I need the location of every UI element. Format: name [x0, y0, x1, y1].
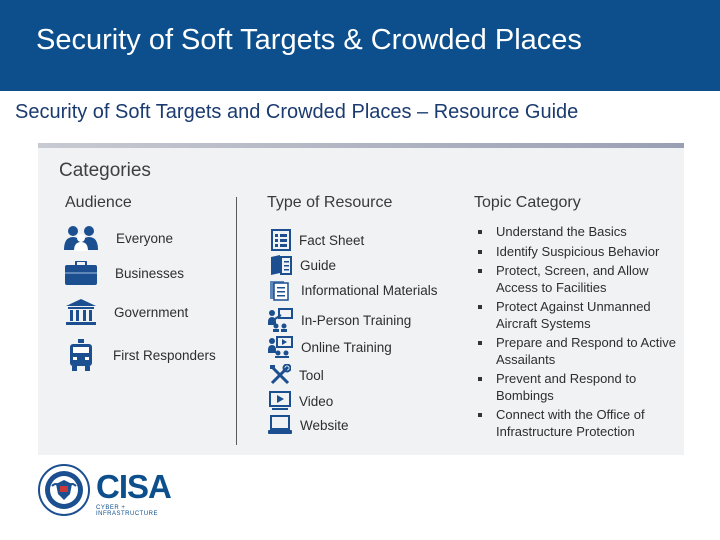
slide-subtitle: Security of Soft Targets and Crowded Pla…	[15, 101, 579, 123]
documents-icon	[270, 281, 289, 301]
categories-card: Categories Audience Everyone Businesses	[38, 143, 684, 455]
topic-item: Prepare and Respond to Active Assailants	[474, 335, 679, 368]
topic-item: Prevent and Respond to Bombings	[474, 371, 679, 404]
resource-item-video: Video	[269, 391, 333, 411]
card-top-rule	[38, 143, 684, 148]
cisa-logo: CISA	[96, 468, 172, 505]
topic-header: Topic Category	[474, 194, 581, 211]
footer-logos: CISA CYBER + INFRASTRUCTURE	[38, 464, 178, 518]
resource-label: Website	[300, 417, 349, 433]
audience-label: First Responders	[113, 347, 216, 363]
resource-item-in-person-training: In-Person Training	[267, 308, 411, 332]
cisa-tagline: CYBER + INFRASTRUCTURE	[96, 505, 158, 517]
firetruck-icon	[70, 339, 92, 371]
online-training-icon	[268, 336, 293, 358]
video-icon	[269, 391, 291, 410]
topic-item: Protect Against Unmanned Aircraft System…	[474, 299, 679, 332]
topic-item: Understand the Basics	[474, 224, 679, 241]
laptop-icon	[268, 415, 292, 434]
resource-item-fact-sheet: Fact Sheet	[271, 229, 364, 251]
people-icon	[64, 226, 98, 251]
categories-heading: Categories	[59, 160, 151, 181]
resource-label: Fact Sheet	[299, 232, 365, 248]
capitol-building-icon	[66, 299, 96, 325]
audience-label: Businesses	[115, 265, 185, 281]
topic-item: Connect with the Office of Infrastructur…	[474, 407, 679, 440]
title-bar: Security of Soft Targets & Crowded Place…	[0, 0, 720, 91]
resource-header: Type of Resource	[267, 194, 393, 211]
audience-label: Everyone	[116, 230, 174, 246]
audience-item-businesses: Businesses	[65, 261, 184, 285]
audience-item-government: Government	[66, 299, 188, 325]
topic-list: Understand the Basics Identify Suspiciou…	[474, 224, 679, 443]
fact-sheet-icon	[271, 229, 291, 251]
audience-item-first-responders: First Responders	[69, 339, 216, 371]
resource-label: In-Person Training	[301, 312, 412, 328]
resource-item-guide: Guide	[270, 255, 336, 275]
tools-icon	[270, 364, 291, 385]
resource-item-online-training: Online Training	[267, 336, 392, 358]
resource-item-tool: Tool	[269, 364, 324, 386]
column-divider	[236, 197, 237, 445]
resource-label: Tool	[299, 367, 324, 383]
briefcase-icon	[65, 261, 97, 285]
audience-label: Government	[114, 304, 189, 320]
audience-item-everyone: Everyone	[64, 225, 173, 251]
resource-label: Informational Materials	[301, 283, 438, 298]
resource-label: Online Training	[301, 339, 392, 355]
topic-item: Protect, Screen, and Allow Access to Fac…	[474, 263, 679, 296]
guide-book-icon	[271, 255, 292, 275]
classroom-icon	[268, 308, 293, 332]
topic-item: Identify Suspicious Behavior	[474, 244, 679, 261]
resource-label: Guide	[300, 257, 337, 273]
audience-header: Audience	[65, 194, 132, 211]
resource-label: Video	[299, 393, 334, 409]
resource-item-website: Website	[268, 415, 349, 435]
dhs-seal-icon	[38, 464, 90, 516]
resource-item-informational-materials: Informational Materials	[269, 280, 438, 301]
slide-title: Security of Soft Targets & Crowded Place…	[36, 24, 582, 56]
